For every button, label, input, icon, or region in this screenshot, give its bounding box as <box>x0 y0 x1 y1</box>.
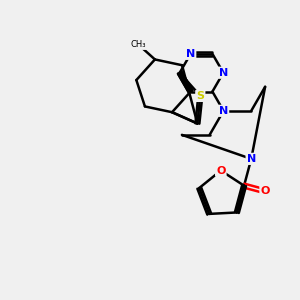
Text: N: N <box>186 49 195 59</box>
Text: N: N <box>247 154 256 164</box>
Text: N: N <box>219 106 228 116</box>
Text: S: S <box>196 91 204 101</box>
Text: O: O <box>260 186 270 196</box>
Text: O: O <box>216 166 226 176</box>
Text: N: N <box>219 68 228 78</box>
Text: CH₃: CH₃ <box>131 40 146 49</box>
